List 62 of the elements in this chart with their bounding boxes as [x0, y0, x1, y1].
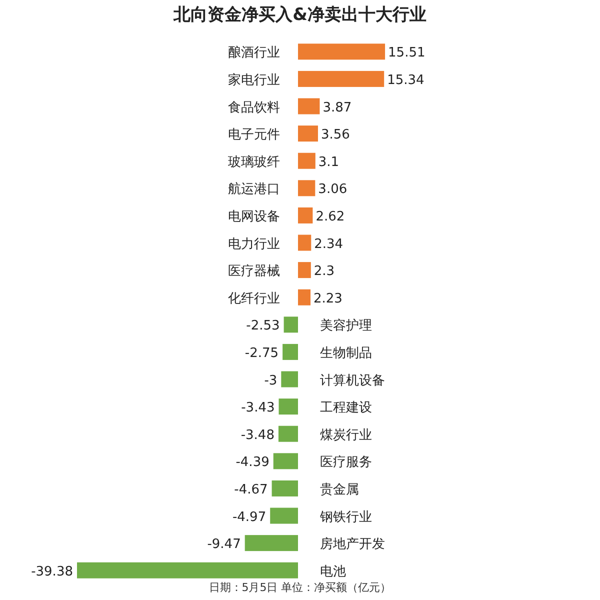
y-tick-label: 计算机设备: [320, 373, 385, 388]
bar: [244, 535, 298, 552]
data-label: -4.67: [234, 482, 268, 498]
bar: [270, 508, 298, 524]
data-label: 2.3: [314, 264, 335, 280]
data-label: 2.62: [316, 209, 345, 224]
bar: [298, 289, 311, 306]
bar: [284, 316, 298, 333]
y-tick-label: 煤炭行业: [320, 428, 372, 443]
bar: [273, 453, 298, 470]
y-tick-label: 医疗器械: [228, 264, 280, 280]
y-tick-label: 电力行业: [228, 236, 280, 252]
data-label: 3.87: [322, 100, 352, 116]
data-label: -3.43: [241, 400, 275, 416]
y-tick-label: 食品饮料: [228, 100, 280, 116]
annotation: 日期：5月5日 单位：净买额（亿元）: [208, 581, 392, 594]
y-tick-label: 贵金属: [320, 482, 359, 498]
bar: [282, 344, 298, 360]
y-tick-label: 生物制品: [320, 346, 372, 361]
data-label: -4.39: [236, 455, 270, 470]
data-label: 3.1: [318, 154, 340, 170]
data-label: -2.53: [246, 318, 280, 334]
bar: [298, 152, 316, 169]
bar: [278, 426, 298, 442]
bar: [298, 44, 386, 60]
y-tick-label: 航运港口: [228, 182, 280, 198]
y-tick-label: 医疗服务: [320, 455, 372, 470]
y-tick-label: 酿酒行业: [228, 46, 280, 61]
bar: [278, 398, 298, 415]
y-tick-label: 电子元件: [228, 128, 280, 143]
bar: [298, 126, 318, 142]
y-tick-label: 工程建设: [320, 400, 372, 416]
y-tick-label: 化纤行业: [228, 291, 280, 306]
bar: [298, 98, 320, 114]
bar: [77, 562, 298, 578]
bar: [298, 180, 316, 196]
data-label: 3.56: [320, 128, 350, 143]
data-label: -3.48: [240, 428, 274, 443]
data-label: -39.38: [31, 564, 73, 580]
data-label: -9.47: [207, 537, 241, 552]
data-label: -4.97: [232, 510, 266, 525]
y-tick-label: 家电行业: [228, 72, 280, 88]
data-label: -2.75: [244, 346, 279, 361]
y-tick-label: 美容护理: [320, 318, 372, 334]
y-tick-label: 电网设备: [228, 209, 280, 224]
data-label: 2.23: [314, 291, 342, 306]
bar: [298, 207, 313, 224]
y-tick-label: 房地产开发: [320, 536, 385, 552]
bar: [298, 234, 312, 251]
bar: [272, 480, 298, 496]
data-label: 3.06: [318, 182, 348, 198]
chart-title: 北向资金净买入&净卖出十大行业: [172, 5, 426, 25]
bar: [298, 262, 311, 278]
data-label: 2.34: [314, 236, 344, 252]
y-tick-label: 玻璃玻纤: [228, 154, 280, 170]
y-tick-label: 电池: [320, 564, 346, 580]
bar: [281, 371, 298, 388]
bar: [298, 70, 384, 87]
data-label: 15.51: [388, 46, 426, 61]
data-label: -3: [264, 373, 278, 388]
data-label: 15.34: [387, 72, 424, 88]
y-tick-label: 钢铁行业: [319, 510, 372, 525]
